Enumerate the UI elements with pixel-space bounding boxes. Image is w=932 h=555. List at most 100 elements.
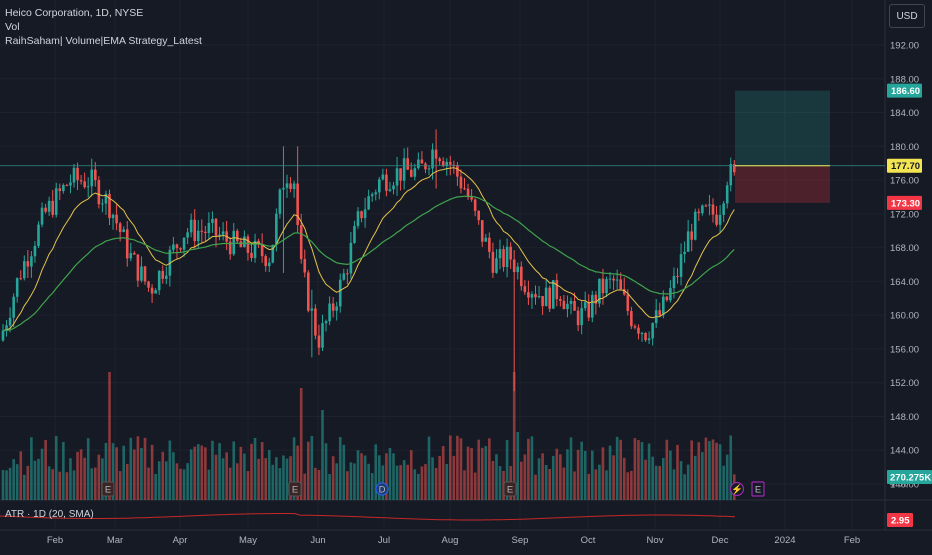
candle — [236, 228, 239, 244]
candle-body — [69, 182, 72, 186]
candle — [342, 268, 346, 281]
volume-bar — [399, 465, 402, 500]
candle-body — [239, 241, 243, 248]
volume-bar — [165, 461, 168, 500]
candle — [30, 250, 33, 278]
volume-bar — [285, 458, 289, 500]
volume-tag-text: 270.275K — [890, 473, 931, 484]
volume-bar — [204, 447, 207, 500]
candle-body — [402, 158, 406, 181]
candle-body — [267, 262, 271, 267]
event-marker[interactable] — [751, 481, 765, 497]
event-marker[interactable] — [288, 481, 302, 497]
candle — [417, 152, 420, 170]
candle-body — [690, 231, 693, 240]
volume-bar — [445, 464, 449, 500]
candle-body — [392, 185, 395, 190]
volume-indicator-label[interactable]: Vol — [5, 21, 20, 33]
volume-bar — [335, 463, 338, 500]
earnings-icon — [101, 481, 115, 497]
price-axis-tick: 184.00 — [890, 108, 919, 119]
candle-body — [587, 302, 591, 318]
symbol-title[interactable]: Heico Corporation, 1D, NYSE — [5, 7, 144, 19]
event-marker[interactable] — [375, 482, 389, 496]
candle-body — [502, 249, 505, 268]
candle-body — [260, 243, 264, 257]
candle-body — [360, 211, 363, 219]
candle-body — [62, 184, 65, 192]
candle — [576, 306, 580, 332]
candle — [527, 280, 530, 306]
candle-body — [718, 214, 722, 225]
candle-body — [725, 185, 729, 204]
candle-body — [104, 193, 108, 204]
event-marker[interactable] — [503, 481, 517, 497]
candle-body — [594, 294, 598, 304]
candle-body — [491, 251, 495, 273]
event-marker-label: D — [379, 485, 386, 496]
candle-body — [484, 237, 488, 242]
candle — [23, 255, 26, 281]
candle-body — [395, 168, 399, 186]
candle-body — [321, 323, 324, 348]
candle — [555, 273, 559, 307]
candle-body — [505, 246, 509, 268]
candle — [338, 273, 342, 313]
candle — [424, 162, 427, 174]
volume-bar — [69, 458, 72, 500]
candle-body — [140, 266, 143, 281]
stop-price-tag: 173.30 — [887, 195, 922, 210]
atr-indicator-label[interactable]: ATR · 1D (20, SMA) — [5, 509, 94, 520]
volume-bar — [157, 461, 161, 500]
candle-body — [733, 164, 736, 173]
volume-bar — [83, 457, 86, 500]
candle — [452, 160, 456, 174]
volume-bar — [711, 439, 715, 500]
candle — [232, 223, 236, 257]
candle — [544, 279, 548, 307]
candle-body — [65, 184, 69, 186]
candle — [278, 188, 282, 219]
volume-bar — [644, 459, 647, 500]
candle-body — [555, 280, 559, 300]
candle-body — [221, 231, 225, 235]
volume-bar — [449, 435, 452, 500]
candle-body — [495, 258, 498, 273]
candle — [353, 220, 356, 244]
volume-bar — [559, 454, 562, 500]
volume-bar — [665, 439, 669, 500]
event-marker[interactable] — [101, 481, 115, 497]
volume-bar — [250, 443, 253, 500]
volume-bar — [314, 467, 317, 500]
volume-bar — [338, 436, 342, 500]
candle-body — [278, 189, 282, 214]
candle — [346, 268, 349, 285]
time-axis-tick: Mar — [107, 535, 123, 546]
volume-bar — [612, 455, 615, 500]
candle — [622, 277, 626, 296]
candle-body — [541, 296, 544, 307]
candle-body — [246, 236, 250, 253]
volume-bar — [214, 454, 218, 500]
candle-body — [662, 296, 665, 316]
candle — [94, 162, 97, 187]
strategy-indicator-label[interactable]: RaihSaham| Volume|EMA Strategy_Latest — [5, 35, 202, 47]
volume-bar — [491, 461, 495, 500]
volume-bar — [33, 460, 37, 500]
candle-body — [658, 310, 662, 316]
candle-body — [250, 252, 253, 259]
candle-body — [608, 278, 612, 280]
currency-button[interactable]: USD — [889, 4, 925, 28]
candle-body — [449, 161, 452, 165]
candle-body — [129, 253, 133, 259]
candle — [466, 183, 470, 200]
event-marker[interactable] — [729, 481, 745, 497]
candle-body — [647, 338, 651, 341]
candle-body — [292, 183, 296, 190]
volume-bar — [264, 458, 267, 500]
volume-bar — [236, 463, 239, 500]
volume-bar — [94, 467, 97, 500]
volume-bar — [718, 444, 722, 500]
